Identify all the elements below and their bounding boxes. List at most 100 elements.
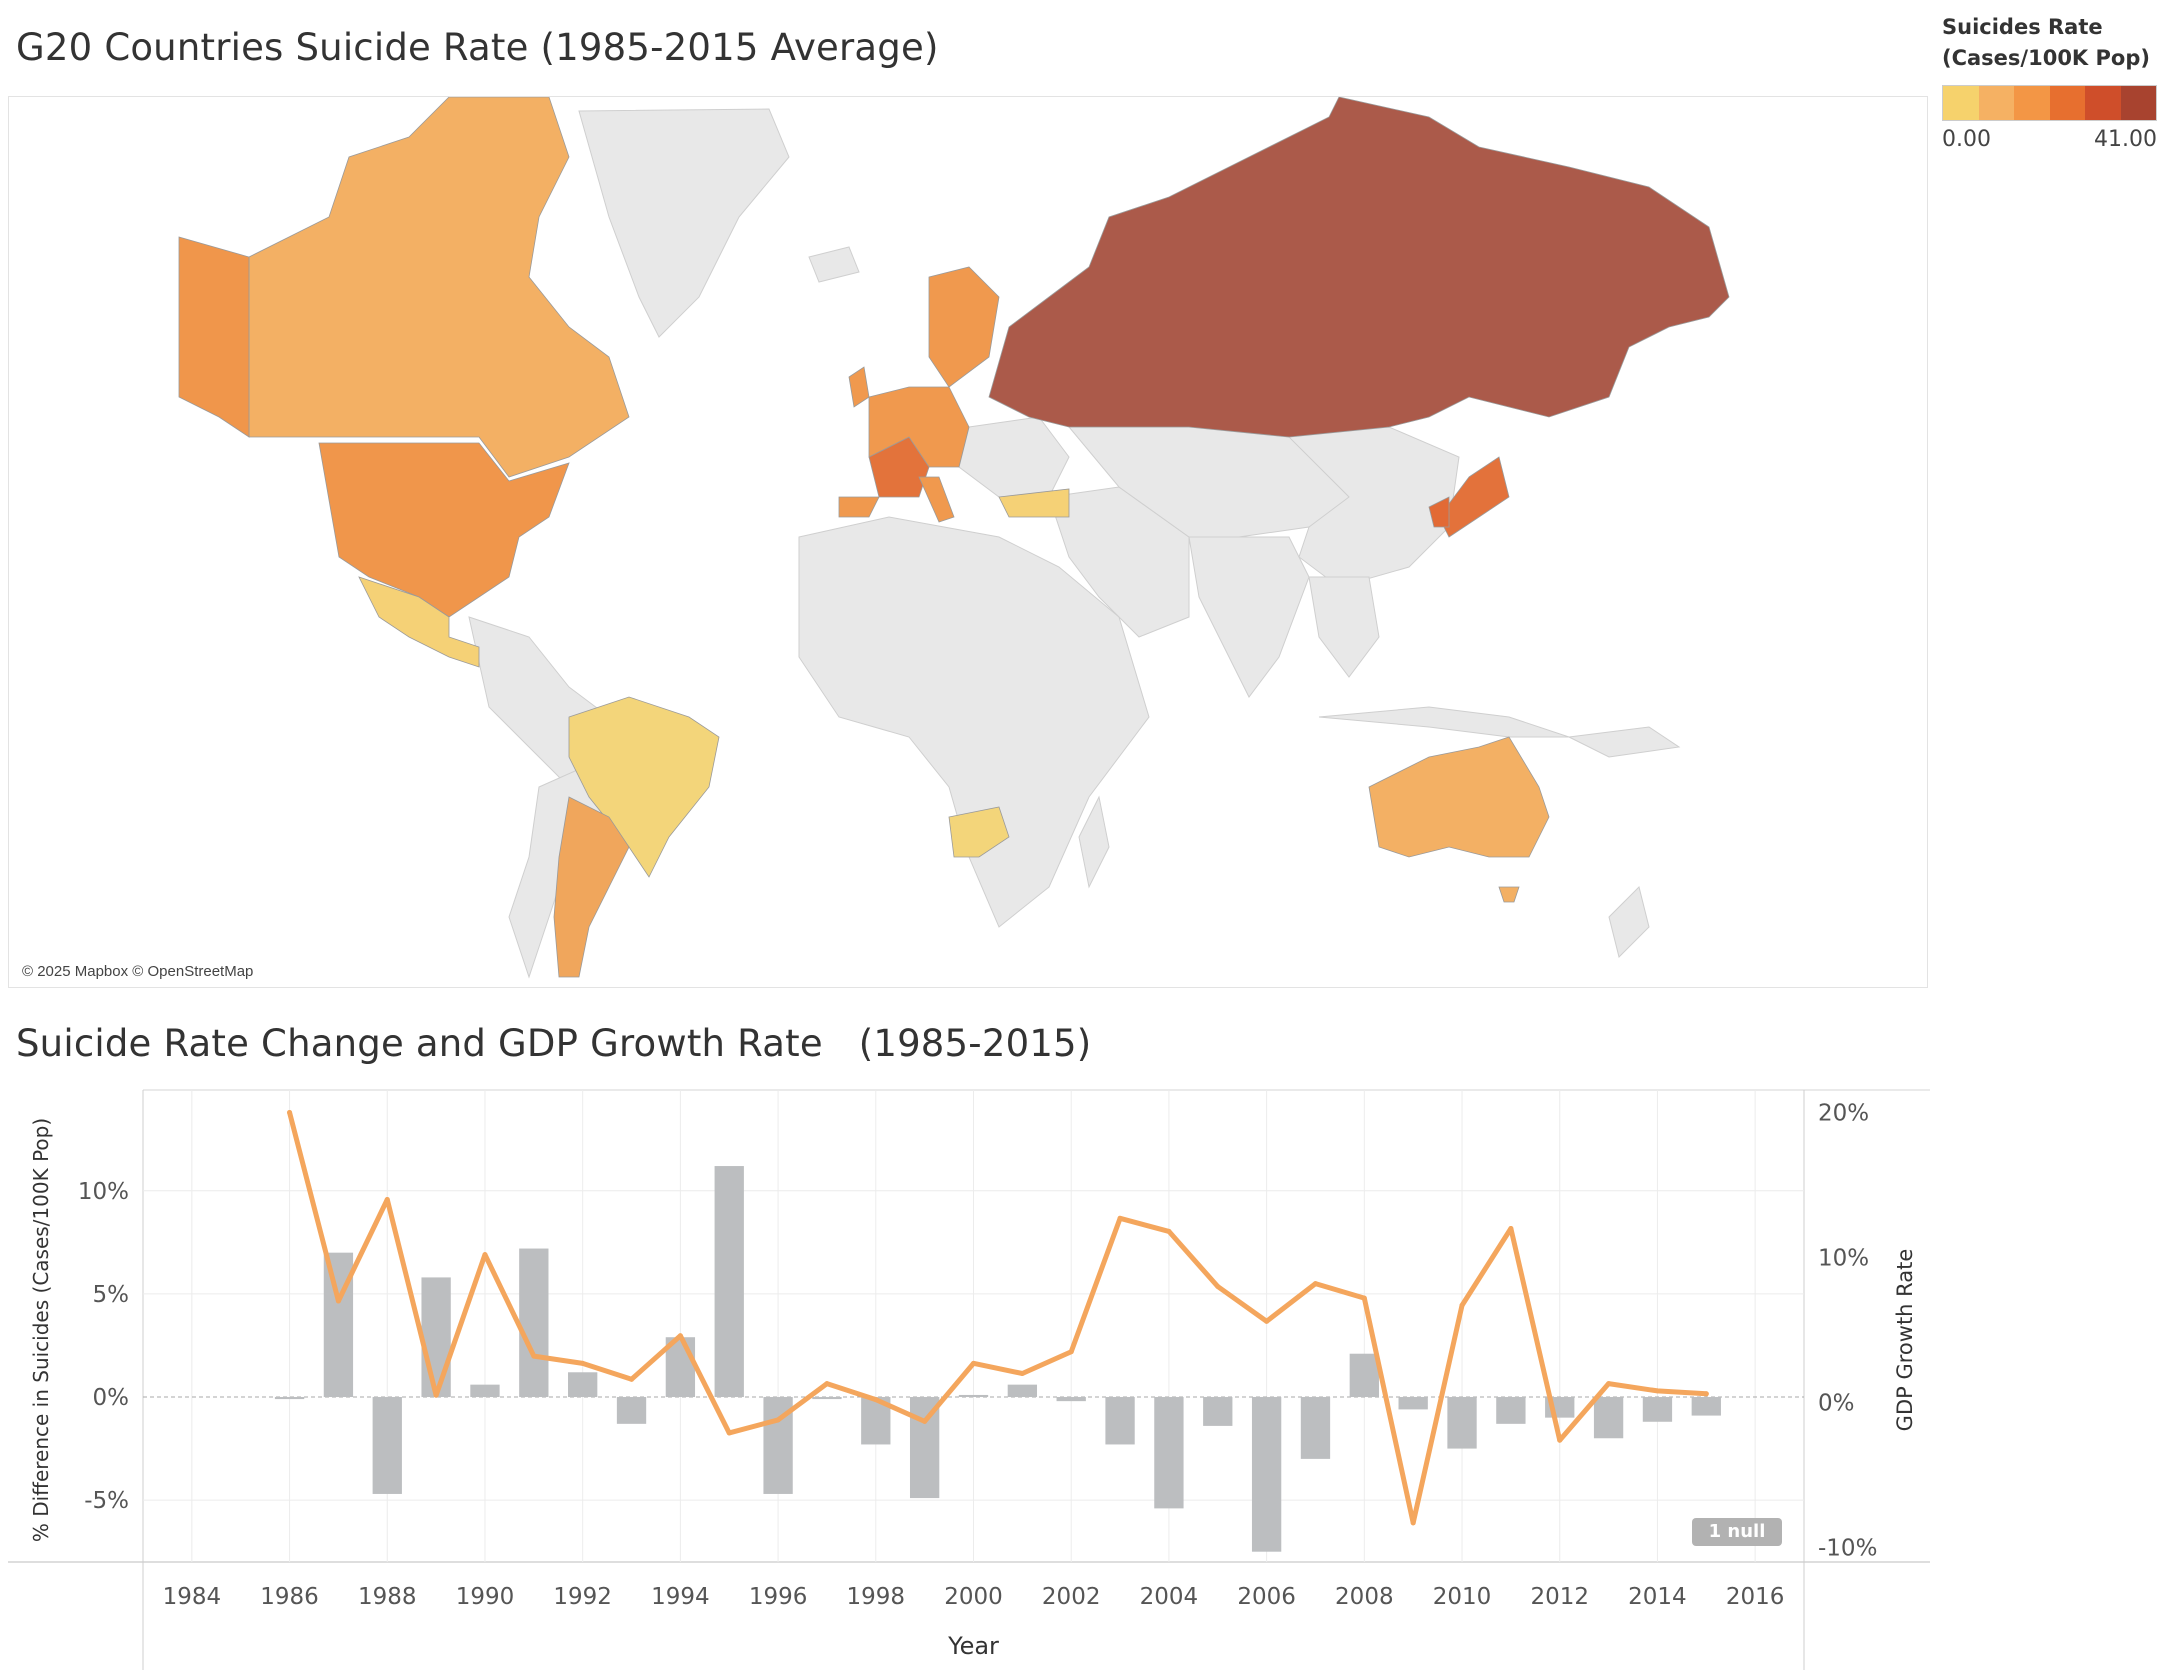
- null-indicator-badge[interactable]: 1 null: [1692, 1518, 1782, 1546]
- gdp-point-1989: [433, 1392, 439, 1398]
- chart-gridlines: [8, 1089, 1930, 1670]
- x-tick-label: 1996: [749, 1584, 808, 1610]
- country-canada[interactable]: [248, 97, 630, 478]
- map-canvas[interactable]: [9, 97, 1927, 987]
- greenland-shape: [578, 108, 790, 338]
- x-tick-label: 2010: [1433, 1584, 1492, 1610]
- legend-title-line2: (Cases/100K Pop): [1942, 46, 2150, 70]
- x-tick-label: 1990: [456, 1584, 515, 1610]
- bar-2008: [1349, 1353, 1379, 1398]
- bar-1988: [372, 1397, 402, 1494]
- gdp-point-2010: [1459, 1302, 1465, 1308]
- gdp-point-2009: [1410, 1520, 1416, 1526]
- line-series: [287, 1110, 1709, 1526]
- gdp-point-2014: [1654, 1388, 1660, 1394]
- x-tick-label: 1984: [163, 1584, 222, 1610]
- legend-swatch-5: [2120, 86, 2156, 120]
- bar-1989: [421, 1277, 451, 1398]
- gdp-point-1987: [335, 1298, 341, 1304]
- country-uk[interactable]: [848, 366, 870, 408]
- bar-2004: [1154, 1397, 1184, 1509]
- x-tick-label: 1986: [260, 1584, 319, 1610]
- x-tick-label: 2002: [1042, 1584, 1101, 1610]
- country-spain[interactable]: [838, 496, 880, 518]
- map-attribution[interactable]: © 2025 Mapbox © OpenStreetMap: [19, 962, 257, 981]
- x-tick-label: 2006: [1237, 1584, 1296, 1610]
- eastern-europe-shape: [958, 416, 1070, 498]
- bar-1997: [812, 1397, 842, 1400]
- chart-title: Suicide Rate Change and GDP Growth Rate …: [16, 1022, 1092, 1065]
- madagascar-shape: [1078, 795, 1110, 889]
- country-alaska[interactable]: [178, 236, 250, 438]
- country-scandinavia[interactable]: [928, 266, 1000, 388]
- gdp-point-2002: [1068, 1349, 1074, 1355]
- y-tick-label: 0%: [93, 1385, 130, 1411]
- y2-tick-label: -10%: [1818, 1536, 1877, 1562]
- bar-1986: [274, 1397, 305, 1400]
- country-australia[interactable]: [1368, 736, 1550, 858]
- x-axis-title: Year: [947, 1632, 999, 1660]
- country-brazil[interactable]: [568, 696, 720, 878]
- bar-2009: [1398, 1397, 1428, 1410]
- y2-tick-label: 10%: [1818, 1246, 1869, 1272]
- country-south-korea[interactable]: [1428, 496, 1450, 528]
- country-australia-tasmania[interactable]: [1498, 886, 1520, 903]
- x-tick-label: 1988: [358, 1584, 417, 1610]
- x-tick-label: 2004: [1140, 1584, 1199, 1610]
- gdp-point-2011: [1508, 1226, 1514, 1231]
- country-russia[interactable]: [988, 97, 1730, 438]
- gdp-point-2001: [1019, 1371, 1025, 1376]
- y-tick-label: -5%: [84, 1488, 129, 1514]
- bar-1995: [714, 1166, 744, 1398]
- x-tick-label: 2008: [1335, 1584, 1394, 1610]
- gdp-point-1992: [580, 1360, 586, 1366]
- country-italy[interactable]: [918, 476, 955, 523]
- bar-2013: [1593, 1397, 1624, 1439]
- bar-2005: [1203, 1397, 1233, 1426]
- x-tick-label: 2014: [1628, 1584, 1687, 1610]
- bar-2007: [1300, 1397, 1331, 1459]
- gdp-point-1988: [384, 1197, 390, 1202]
- new-guinea-shape: [1567, 726, 1681, 758]
- y-axis-title: % Difference in Suicides (Cases/100K Pop…: [29, 1118, 53, 1542]
- bar-series: [274, 1166, 1721, 1552]
- map-title: G20 Countries Suicide Rate (1985-2015 Av…: [16, 26, 939, 69]
- y-tick-label: 5%: [93, 1282, 130, 1308]
- gdp-point-2000: [971, 1360, 976, 1366]
- gdp-point-1999: [922, 1418, 928, 1424]
- x-tick-label: 2000: [944, 1584, 1003, 1610]
- gdp-point-2003: [1117, 1215, 1123, 1221]
- legend-title: Suicides Rate (Cases/100K Pop): [1942, 12, 2157, 74]
- x-tick-label: 2016: [1726, 1584, 1785, 1610]
- country-mexico[interactable]: [358, 576, 480, 668]
- bar-2000: [958, 1394, 989, 1398]
- country-europe-core[interactable]: [868, 386, 970, 468]
- gdp-point-1990: [482, 1252, 488, 1258]
- legend-labels: 0.00 41.00: [1942, 127, 2157, 152]
- country-usa[interactable]: [318, 442, 570, 618]
- country-argentina[interactable]: [553, 796, 630, 978]
- legend-max-label: 41.00: [2094, 127, 2157, 152]
- y2-tick-label: 20%: [1818, 1101, 1869, 1127]
- country-south-africa[interactable]: [948, 806, 1010, 858]
- bar-1999: [909, 1397, 940, 1499]
- world-map[interactable]: © 2025 Mapbox © OpenStreetMap: [8, 96, 1928, 988]
- bar-2006: [1251, 1397, 1282, 1552]
- color-legend: Suicides Rate (Cases/100K Pop) 0.00 41.0…: [1942, 12, 2157, 152]
- bar-2010: [1447, 1397, 1477, 1449]
- gdp-point-2006: [1264, 1318, 1270, 1324]
- indonesia-shape: [1318, 706, 1570, 738]
- indochina-shape: [1308, 576, 1380, 678]
- x-tick-label: 1998: [847, 1584, 906, 1610]
- gdp-point-1993: [629, 1376, 635, 1382]
- g20-countries: [178, 97, 1730, 978]
- bar-1992: [568, 1372, 598, 1398]
- bar-2003: [1105, 1397, 1135, 1445]
- country-turkey[interactable]: [998, 488, 1070, 518]
- gdp-point-1998: [873, 1397, 879, 1403]
- gdp-point-1996: [775, 1417, 781, 1423]
- new-zealand-shape: [1608, 886, 1650, 958]
- bar-1990: [470, 1384, 500, 1398]
- legend-swatch-4: [2085, 86, 2121, 120]
- x-tick-label: 1992: [553, 1584, 612, 1610]
